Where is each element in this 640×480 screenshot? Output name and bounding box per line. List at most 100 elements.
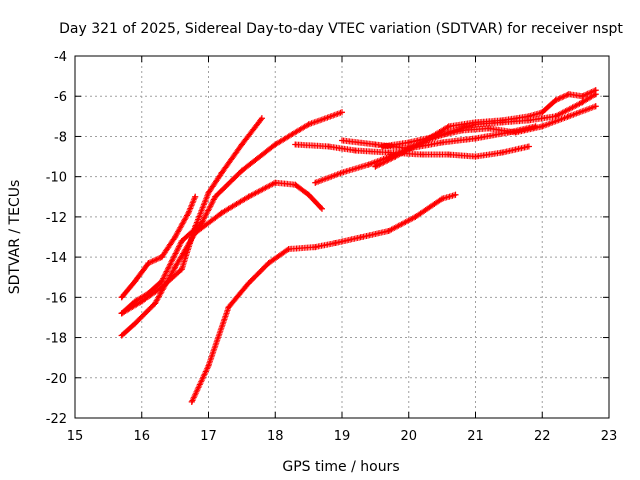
y-tick-label: -20 [46,372,67,387]
plot-area [118,87,599,405]
data-point [272,141,279,148]
data-point [539,123,546,130]
series-markers [188,191,459,405]
series-track-1 [118,193,199,301]
data-point [258,115,265,122]
data-point [472,135,479,142]
data-point [459,127,466,134]
data-point [145,290,152,297]
data-point [225,304,232,311]
data-point [499,149,506,156]
y-tick-label: -12 [46,211,67,226]
series-markers [118,109,345,317]
data-point [385,228,392,234]
data-point [579,93,586,100]
axes: 15 16 17 18 19 20 21 22 23 -4 -6 -8 -10 -12 -14 -16 -18 -… [46,50,618,444]
data-point [539,109,546,116]
data-point [372,163,379,170]
data-point [319,205,325,212]
data-point [118,294,125,301]
series-track-9 [379,103,599,150]
data-point [145,260,152,267]
data-point [339,109,345,116]
series-track-4 [118,179,325,339]
series-track-10 [339,123,539,152]
data-point [445,123,452,130]
x-tick-label: 22 [534,429,551,444]
data-point [158,278,165,285]
data-point [305,121,312,128]
plot-frame [74,55,610,419]
data-point [292,181,299,188]
data-point [185,209,192,216]
data-point [312,244,319,251]
data-point [178,238,185,244]
data-point [359,234,365,240]
data-point [238,141,245,148]
data-point [245,280,252,287]
series-track-5 [188,191,459,405]
data-point [472,119,479,126]
data-point [525,113,532,120]
data-point [552,97,559,104]
series-markers [118,179,325,339]
data-point [158,254,165,261]
data-point [218,169,225,176]
y-tick-label: -14 [46,251,67,266]
series-track-2 [118,115,265,317]
data-point [332,240,339,246]
data-point [132,298,139,305]
data-point [192,193,199,200]
data-point [385,149,392,156]
data-point [439,195,446,202]
x-axis-title: GPS time / hours [282,459,399,475]
data-point [565,113,572,120]
data-point [132,278,139,285]
y-tick-label: -16 [46,291,67,306]
data-point [205,189,212,196]
x-tick-label: 15 [67,429,84,444]
y-tick-label: -22 [46,412,67,427]
data-point [419,151,426,158]
data-point [365,161,372,168]
data-point [152,300,159,307]
data-point [312,179,319,186]
data-point [285,246,292,253]
y-tick-label: -6 [54,90,67,105]
series-track-8 [372,87,599,170]
data-point [472,153,479,160]
data-point [505,129,512,136]
data-point [325,143,332,150]
data-point [439,139,446,146]
y-tick-label: -4 [54,50,67,65]
data-point [238,167,245,174]
data-point [405,139,412,146]
x-tick-label: 17 [200,429,217,444]
data-point [265,260,272,267]
chart-title: Day 321 of 2025, Sidereal Day-to-day VTE… [59,21,623,37]
data-point [352,147,359,154]
data-point [452,191,459,198]
data-point [339,137,345,144]
y-tick-label: -10 [46,171,67,186]
data-point [525,143,532,150]
data-point [305,191,312,198]
data-point [445,151,452,158]
data-point [292,141,299,148]
data-point [172,234,179,240]
data-point [132,320,139,327]
x-tick-label: 19 [334,429,351,444]
data-point [592,87,599,94]
data-point [118,310,125,317]
data-point [405,145,412,152]
grid [75,56,609,418]
data-point [178,266,185,273]
series-track-3 [118,109,345,317]
data-point [212,193,219,200]
y-tick-label: -18 [46,332,67,347]
y-axis-title: SDTVAR / TECUs [7,180,23,295]
data-point [499,117,506,124]
data-point [118,332,125,339]
x-tick-label: 21 [467,429,484,444]
